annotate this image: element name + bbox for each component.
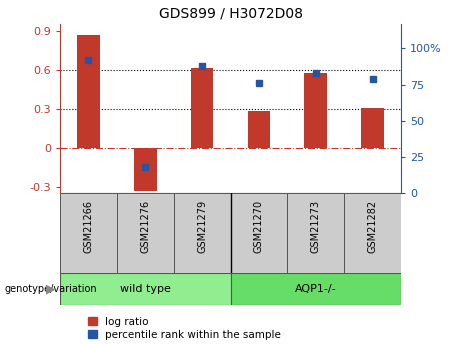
FancyBboxPatch shape [60,273,230,305]
Bar [304,73,327,148]
Text: AQP1-/-: AQP1-/- [295,284,337,294]
Text: wild type: wild type [120,284,171,294]
Legend: log ratio, percentile rank within the sample: log ratio, percentile rank within the sa… [88,317,281,340]
FancyBboxPatch shape [230,273,401,305]
Bar [77,35,100,148]
Text: GSM21266: GSM21266 [83,199,94,253]
Bar [191,68,213,148]
FancyBboxPatch shape [174,193,230,273]
FancyBboxPatch shape [117,193,174,273]
FancyBboxPatch shape [60,193,117,273]
Text: GSM21282: GSM21282 [367,199,378,253]
Bar [361,108,384,148]
Title: GDS899 / H3072D08: GDS899 / H3072D08 [159,6,302,20]
Text: GSM21279: GSM21279 [197,199,207,253]
FancyBboxPatch shape [287,193,344,273]
Text: GSM21276: GSM21276 [140,199,150,253]
Bar [248,111,270,148]
FancyBboxPatch shape [230,193,287,273]
Text: GSM21270: GSM21270 [254,199,264,253]
Text: genotype/variation: genotype/variation [5,284,97,294]
Text: ▶: ▶ [46,283,55,295]
Bar [134,148,157,191]
FancyBboxPatch shape [344,193,401,273]
Text: GSM21273: GSM21273 [311,199,321,253]
